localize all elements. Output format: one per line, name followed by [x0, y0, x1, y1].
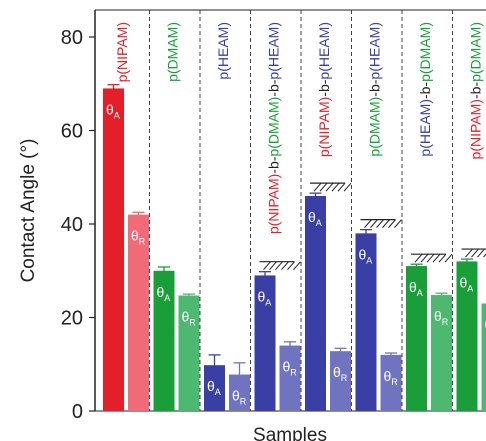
y-tick-label: 0 [72, 401, 83, 423]
group-label-segment: -b- [316, 79, 332, 96]
bar [153, 270, 175, 411]
hatch-stroke [364, 219, 372, 228]
group-label: p(NIPAM)-b-p(HEAM) [316, 22, 332, 157]
hatch-stroke [269, 261, 277, 271]
group-label-segment: p(DMAM) [367, 97, 383, 157]
y-tick-label: 60 [61, 121, 83, 143]
bar-label: θA [460, 274, 474, 293]
group-label-segment: p(DMAM) [165, 22, 181, 82]
hatch-stroke [426, 253, 435, 263]
bar [128, 214, 149, 411]
hatch-stroke [471, 248, 479, 258]
group-label-segment: p(HEAM) [266, 22, 282, 80]
group-label-segment: -b- [417, 82, 433, 99]
bar-label: θA [207, 378, 221, 397]
hatch-stroke [287, 261, 295, 271]
hatch-stroke [376, 219, 384, 228]
hatch-stroke [394, 219, 402, 228]
bar-label: θA [359, 246, 373, 265]
bar [406, 266, 427, 411]
bar-label: θA [106, 101, 120, 120]
group-label: p(NIPAM)-b-p(DMAM) [468, 22, 484, 159]
y-tick-label: 20 [61, 308, 83, 330]
bar [178, 295, 200, 411]
hatch-stroke [483, 253, 486, 258]
group-label: p(HEAM) [215, 22, 231, 80]
bar-label: θR [434, 308, 449, 327]
hatch-stroke [477, 248, 485, 258]
hatch-stroke [331, 182, 340, 192]
group-label-segment: p(NIPAM) [114, 22, 130, 82]
bar [229, 374, 250, 411]
bar-label: θR [131, 228, 146, 247]
group-label-segment: -b- [266, 79, 282, 96]
group-label-segment: p(NIPAM) [266, 174, 282, 234]
group-label-segment: p(HEAM) [417, 99, 433, 157]
group-label-segment: -b- [468, 82, 484, 99]
bar [204, 365, 225, 411]
bar-label: θR [333, 364, 348, 383]
hatch-stroke [343, 182, 352, 192]
group-label: p(DMAM) [165, 22, 181, 82]
hatch-stroke [263, 261, 271, 271]
hatch-stroke [337, 182, 346, 192]
hatch-stroke [293, 261, 301, 271]
bar-label: θR [232, 388, 247, 407]
group-label-segment: p(HEAM) [367, 22, 383, 80]
bar [380, 354, 402, 411]
bar [481, 303, 486, 411]
hatch-stroke [370, 219, 378, 228]
hatch-stroke [275, 261, 283, 271]
bar-label: θA [157, 284, 171, 303]
group-label: p(DMAM)-b-p(HEAM) [367, 22, 383, 157]
hatch-stroke [432, 253, 441, 263]
hatch-stroke [465, 248, 473, 258]
bar-label: θR [485, 316, 486, 335]
bar [103, 88, 124, 412]
group-label-segment: -b- [367, 79, 383, 96]
hatch-stroke [438, 253, 447, 263]
group-label-segment: p(DMAM) [417, 22, 433, 82]
group-label-segment: -b- [266, 156, 282, 173]
bar-label: θA [409, 279, 423, 298]
hatch-stroke [325, 182, 334, 192]
group-label-segment: p(DMAM) [468, 22, 484, 82]
y-tick-label: 40 [61, 214, 83, 236]
group-label-segment: p(DMAM) [266, 97, 282, 157]
bar [456, 261, 478, 411]
group-label: p(NIPAM)-b-p(DMAM)-b-p(HEAM) [266, 22, 282, 234]
hatch-stroke [281, 261, 289, 271]
hatch-stroke [444, 253, 453, 263]
hatch-stroke [420, 253, 429, 263]
bar-label: θR [283, 359, 298, 378]
bar [330, 351, 351, 411]
bar [431, 295, 452, 411]
group-label-segment: p(NIPAM) [468, 99, 484, 159]
hatch-stroke [313, 182, 322, 192]
group-label: p(HEAM)-b-p(DMAM) [417, 22, 433, 157]
group-label: p(NIPAM) [114, 22, 130, 82]
y-axis-title: Contact Angle (°) [18, 139, 39, 283]
bar [355, 233, 377, 411]
hatch-stroke [388, 219, 396, 228]
group-label-segment: p(HEAM) [316, 22, 332, 80]
bar-label: θA [258, 288, 272, 307]
bar-label: θA [308, 209, 322, 228]
group-label-segment: p(NIPAM) [316, 97, 332, 157]
hatch-stroke [319, 182, 328, 192]
bar [279, 345, 301, 411]
y-tick-label: 80 [61, 27, 83, 49]
group-label-segment: p(HEAM) [215, 22, 231, 80]
bar [254, 275, 276, 411]
bar [305, 195, 326, 411]
bar-label: θR [384, 368, 399, 387]
hatch-stroke [382, 219, 390, 228]
bar-label: θR [182, 309, 197, 328]
x-axis-title: Samples [253, 425, 327, 441]
hatch-stroke [414, 253, 423, 263]
